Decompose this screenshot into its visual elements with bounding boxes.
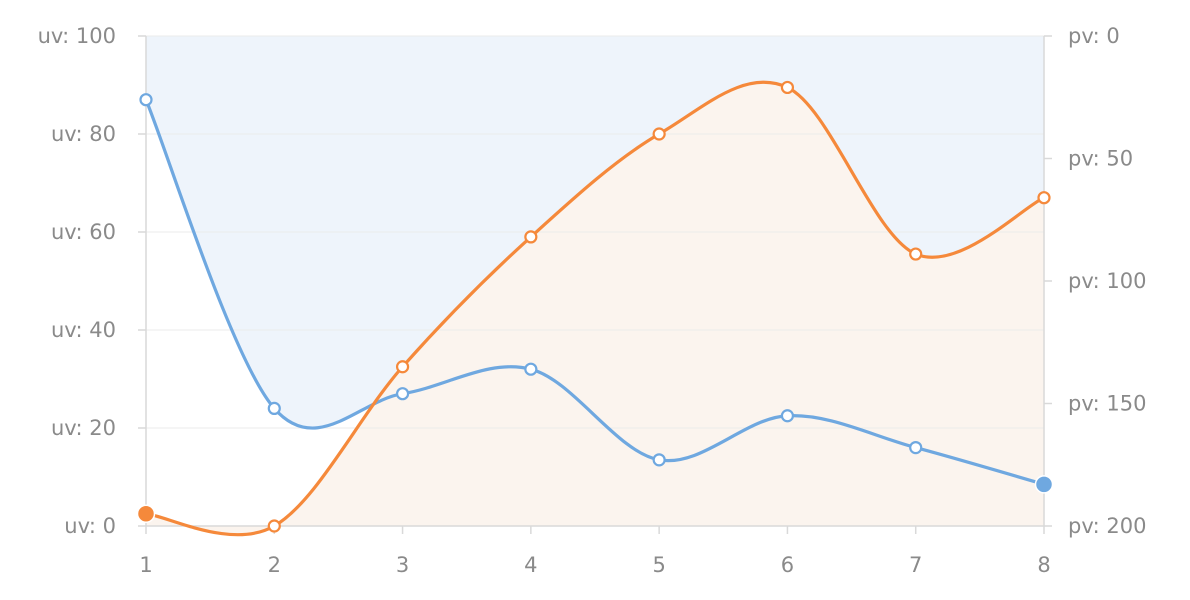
x-tick-label: 6 xyxy=(781,553,794,577)
y-right-tick-label: pv: 50 xyxy=(1068,147,1133,171)
y-left-tick-label: uv: 20 xyxy=(51,416,116,440)
series-1-point[interactable] xyxy=(139,93,153,107)
x-tick-label: 5 xyxy=(652,553,665,577)
series-2-point[interactable] xyxy=(395,360,410,374)
series-2-area xyxy=(146,82,1044,535)
y-left-tick-label: uv: 0 xyxy=(64,514,116,538)
points-layer xyxy=(136,80,1054,533)
x-tick-label: 1 xyxy=(139,553,152,577)
series-1-point[interactable] xyxy=(780,409,795,423)
y-right-tick-label: pv: 200 xyxy=(1068,514,1146,538)
y-right-tick-label: pv: 0 xyxy=(1068,24,1120,48)
series-2-point[interactable] xyxy=(267,519,281,533)
y-left-tick-label: uv: 60 xyxy=(51,220,116,244)
axes-layer xyxy=(138,35,1052,534)
series-1-line xyxy=(144,98,1046,486)
series-2-active-point[interactable] xyxy=(136,504,156,523)
y-left-tick-label: uv: 40 xyxy=(51,318,116,342)
series-2-line xyxy=(144,80,1046,537)
y-right-tick-label: pv: 150 xyxy=(1068,392,1146,416)
series-2-point[interactable] xyxy=(780,80,795,95)
series-2-point[interactable] xyxy=(909,247,923,261)
x-tick-label: 2 xyxy=(268,553,281,577)
grid-layer xyxy=(146,35,1044,429)
series-1-point[interactable] xyxy=(652,453,666,467)
series-1-point[interactable] xyxy=(395,387,410,401)
series-1-active-point[interactable] xyxy=(1034,475,1054,494)
series-1-point[interactable] xyxy=(524,362,538,376)
y-left-tick-label: uv: 80 xyxy=(51,122,116,146)
y-right-tick-label: pv: 100 xyxy=(1068,269,1146,293)
series-layer xyxy=(144,80,1046,537)
series-1-point[interactable] xyxy=(267,401,281,415)
series-1-point[interactable] xyxy=(909,441,923,455)
series-2-point[interactable] xyxy=(652,127,666,141)
x-tick-label: 8 xyxy=(1037,553,1050,577)
y-left-tick-label: uv: 100 xyxy=(38,24,116,48)
series-2-point[interactable] xyxy=(524,230,538,244)
x-tick-label: 7 xyxy=(909,553,922,577)
area-layer xyxy=(146,36,1044,535)
x-tick-label: 4 xyxy=(524,553,537,577)
tick-label-layer: uv: 0 uv: 20 uv: 40 uv: 60 uv: 80 uv: 100 pv: … xyxy=(38,24,1147,577)
series-2-point[interactable] xyxy=(1037,191,1051,205)
x-tick-label: 3 xyxy=(396,553,409,577)
